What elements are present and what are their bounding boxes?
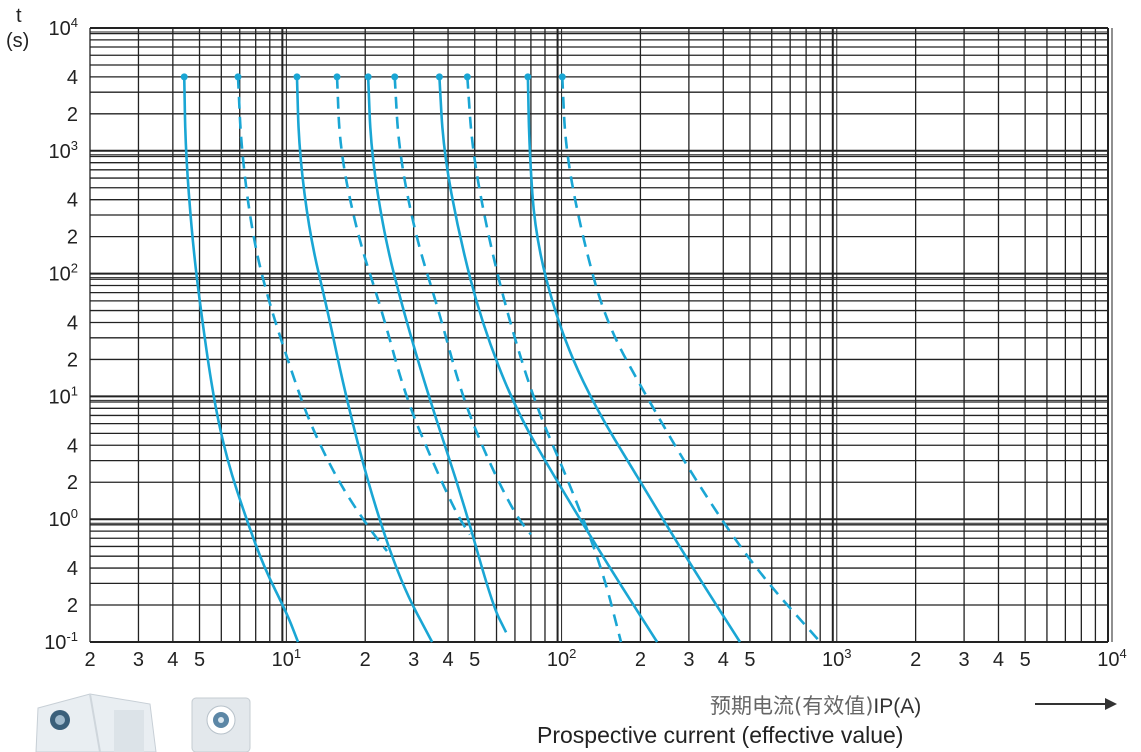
y-tick-labels: 10-1 2 4 100 2 4 101 2 4 102 2 4 103 2 4 104 — [44, 15, 78, 654]
y-tick-label: 103 — [49, 138, 78, 163]
curve-solid — [366, 76, 508, 633]
x-axis-caption-chinese: 预期电流(有效值)IP(A) — [710, 690, 921, 720]
x-tick-label: 3 — [959, 649, 970, 671]
x-tick-label: 4 — [167, 649, 178, 671]
x-tick-label: 5 — [1020, 649, 1031, 671]
curve-solid — [526, 76, 742, 643]
curve-dashed — [560, 76, 822, 643]
y-tick-label: 2 — [67, 472, 78, 494]
curve-start-point — [558, 73, 566, 81]
curve-solid — [295, 76, 434, 643]
curve-start-point — [364, 73, 372, 81]
curve-start-point — [293, 73, 301, 81]
curve-dashed — [236, 76, 389, 552]
curve-start-point — [180, 73, 188, 81]
curve-start-point — [234, 73, 242, 81]
fuse-holder-photo-icon — [35, 693, 157, 752]
curve-start-point — [391, 73, 399, 81]
curve-dashed — [335, 76, 471, 536]
y-tick-label: 2 — [67, 349, 78, 371]
curve-start-point — [333, 73, 341, 81]
y-tick-label: 4 — [67, 190, 78, 212]
x-tick-label: 5 — [744, 649, 755, 671]
x-tick-label: 5 — [469, 649, 480, 671]
chart-grid — [89, 27, 1113, 643]
fuse-base-photo-icon — [191, 697, 251, 752]
curve-dashed — [393, 76, 532, 536]
x-tick-label: 2 — [910, 649, 921, 671]
y-tick-label: 2 — [67, 595, 78, 617]
x-tick-label: 104 — [1097, 646, 1126, 671]
y-axis-label-t: t — [16, 5, 22, 27]
x-tick-label: 3 — [133, 649, 144, 671]
y-tick-label: 104 — [49, 15, 78, 40]
y-axis-label-unit: (s) — [6, 30, 29, 52]
x-tick-label: 4 — [993, 649, 1004, 671]
curve-start-point — [463, 73, 471, 81]
x-tick-label: 2 — [84, 649, 95, 671]
chart-curves — [180, 73, 822, 643]
x-tick-label: 3 — [408, 649, 419, 671]
y-tick-label: 101 — [49, 383, 78, 408]
x-tick-label: 2 — [635, 649, 646, 671]
x-tick-label: 4 — [718, 649, 729, 671]
y-tick-label: 4 — [67, 312, 78, 334]
y-tick-label: 4 — [67, 67, 78, 89]
y-tick-label: 4 — [67, 435, 78, 457]
y-tick-label: 4 — [67, 558, 78, 580]
curve-dashed — [466, 76, 623, 643]
x-tick-label: 4 — [442, 649, 453, 671]
curve-start-point — [524, 73, 532, 81]
x-tick-label: 102 — [547, 646, 576, 671]
y-tick-label: 2 — [67, 227, 78, 249]
x-tick-labels: 2 3 4 5 101 2 3 4 5 102 2 3 4 5 103 2 3 4 5 104 — [84, 646, 1126, 671]
curve-solid — [182, 76, 300, 643]
x-axis-caption-chinese-text: 预期电流(有效值) — [710, 694, 874, 718]
y-tick-label: 102 — [49, 261, 78, 286]
x-tick-label: 2 — [360, 649, 371, 671]
x-axis-arrow-icon — [1035, 698, 1117, 710]
x-axis-caption-unit: IP(A) — [873, 695, 922, 718]
curve-solid — [438, 76, 659, 643]
x-tick-label: 5 — [194, 649, 205, 671]
x-tick-label: 3 — [683, 649, 694, 671]
curve-start-point — [435, 73, 443, 81]
x-tick-label: 101 — [272, 646, 301, 671]
y-tick-label: 100 — [49, 506, 78, 531]
x-tick-label: 103 — [822, 646, 851, 671]
y-tick-label: 2 — [67, 104, 78, 126]
x-axis-caption-english: Prospective current (effective value) — [537, 722, 904, 748]
y-tick-label: 10-1 — [44, 629, 78, 654]
